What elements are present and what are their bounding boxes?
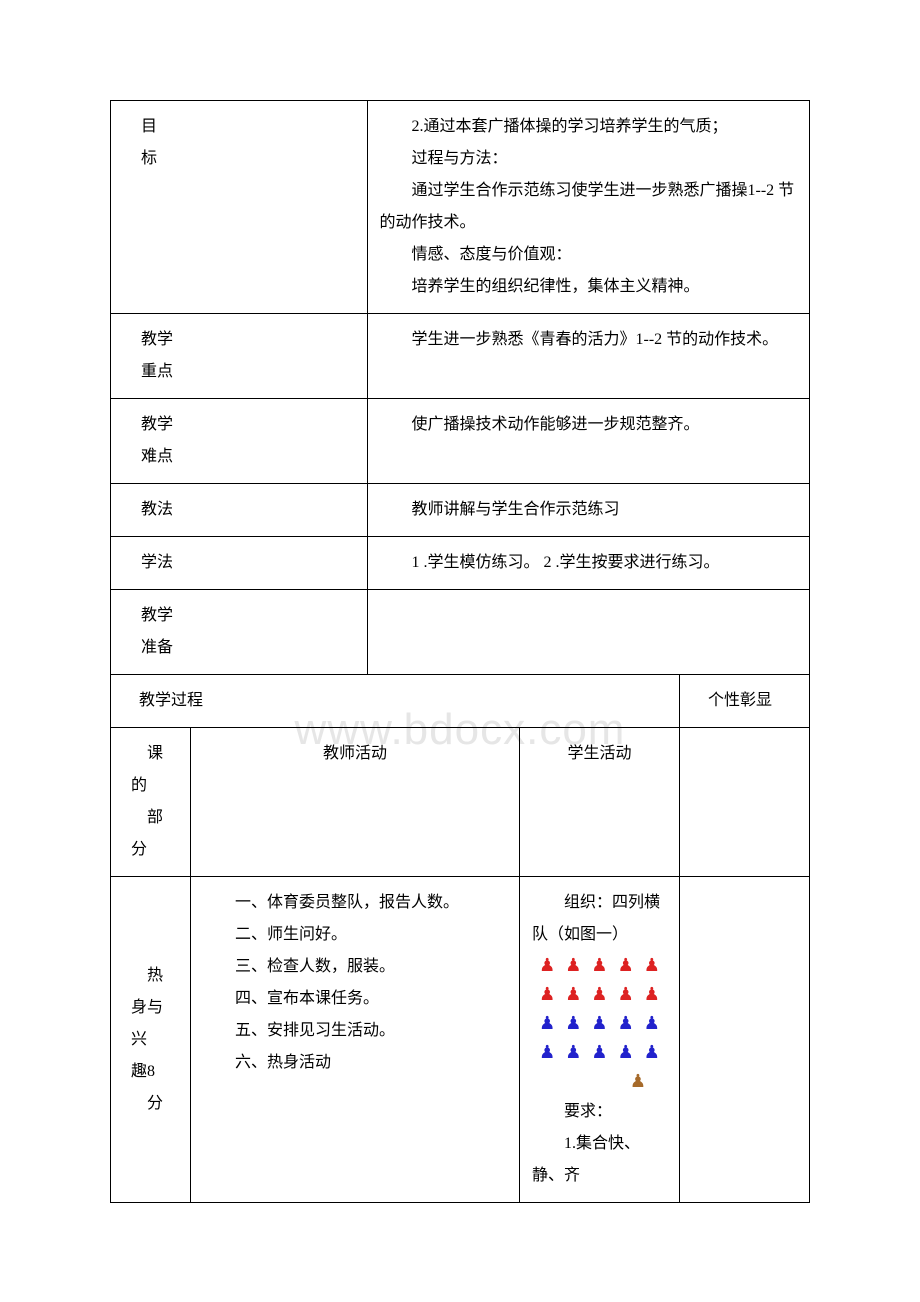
person-icon: ♟ [644,1010,660,1037]
difficulty-content-cell: 使广播操技术动作能够进一步规范整齐。 [367,399,809,484]
difficulty-label-2: 难点 [141,441,355,473]
warmup-teacher-2: 二、师生问好。 [203,919,507,951]
goals-line-3: 通过学生合作示范练习使学生进一步熟悉广播操1--2 节的动作技术。 [380,175,797,239]
learnmethod-content: 1 .学生模仿练习。 2 .学生按要求进行练习。 [380,547,797,579]
person-icon: ♟ [565,952,581,979]
process-header-left: 教学过程 [111,675,680,728]
warmup-teacher-6: 六、热身活动 [203,1047,507,1079]
warmup-teacher-3: 三、检查人数，服装。 [203,951,507,983]
warmup-teacher-1: 一、体育委员整队，报告人数。 [203,887,507,919]
formation-row-1: ♟ ♟ ♟ ♟ ♟ [532,951,667,980]
goals-label-1: 目 [141,111,355,143]
person-icon: ♟ [644,981,660,1008]
keypoint-content: 学生进一步熟悉《青春的活力》1--2 节的动作技术。 [380,324,797,356]
person-icon: ♟ [565,1010,581,1037]
difficulty-content: 使广播操技术动作能够进一步规范整齐。 [380,409,797,441]
part-label-3: 部 [131,802,178,834]
part-label-2: 的 [131,770,178,802]
formation-diagram: ♟ ♟ ♟ ♟ ♟ ♟ ♟ ♟ ♟ ♟ ♟ ♟ ♟ ♟ [532,951,667,1096]
person-icon: ♟ [565,1039,581,1066]
keypoint-content-cell: 学生进一步熟悉《青春的活力》1--2 节的动作技术。 [367,314,809,399]
goals-content-cell: 2.通过本套广播体操的学习培养学生的气质； 过程与方法： 通过学生合作示范练习使… [367,101,809,314]
person-icon: ♟ [618,1039,634,1066]
personality-column-header [680,728,810,877]
teacher-person-icon: ♟ [630,1068,646,1095]
warmup-req-label: 要求： [532,1096,667,1128]
warmup-label-1: 热 [131,960,178,992]
warmup-student-cell: 组织：四列横队（如图一） ♟ ♟ ♟ ♟ ♟ ♟ ♟ ♟ ♟ ♟ ♟ [520,877,680,1203]
warmup-label-4: 分 [131,1088,178,1120]
formation-row-2: ♟ ♟ ♟ ♟ ♟ [532,980,667,1009]
process-header-right: 个性彰显 [680,675,810,728]
keypoint-label-cell: 教学 重点 [111,314,368,399]
person-icon: ♟ [644,1039,660,1066]
goals-line-2: 过程与方法： [380,143,797,175]
goals-label-cell: 目 标 [111,101,368,314]
person-icon: ♟ [565,981,581,1008]
teachmethod-content: 教师讲解与学生合作示范练习 [380,494,797,526]
student-column-header: 学生活动 [520,728,680,877]
part-label-4: 分 [131,834,178,866]
person-icon: ♟ [591,1010,607,1037]
formation-row-4: ♟ ♟ ♟ ♟ ♟ [532,1038,667,1067]
preparation-label-cell: 教学 准备 [111,590,368,675]
warmup-teacher-5: 五、安排见习生活动。 [203,1015,507,1047]
warmup-req-1: 1.集合快、静、齐 [532,1128,667,1192]
person-icon: ♟ [618,981,634,1008]
person-icon: ♟ [591,952,607,979]
person-icon: ♟ [539,952,555,979]
person-icon: ♟ [618,952,634,979]
difficulty-label-1: 教学 [141,409,355,441]
process-header-left-text: 教学过程 [139,692,203,709]
process-header-right-text: 个性彰显 [708,692,772,709]
teachmethod-label-cell: 教法 [111,484,368,537]
difficulty-label-cell: 教学 难点 [111,399,368,484]
preparation-content-cell [367,590,809,675]
preparation-label-1: 教学 [141,600,355,632]
person-icon: ♟ [618,1010,634,1037]
teacher-column-header: 教师活动 [191,728,520,877]
formation-row-3: ♟ ♟ ♟ ♟ ♟ [532,1009,667,1038]
person-icon: ♟ [539,981,555,1008]
warmup-label-cell: 热 身与兴 趣8 分 [111,877,191,1203]
warmup-teacher-cell: 一、体育委员整队，报告人数。 二、师生问好。 三、检查人数，服装。 四、宣布本课… [191,877,520,1203]
teacher-column-header-text: 教师活动 [323,745,387,762]
goals-line-4: 情感、态度与价值观： [380,239,797,271]
person-icon: ♟ [591,981,607,1008]
lesson-plan-table: 目 标 2.通过本套广播体操的学习培养学生的气质； 过程与方法： 通过学生合作示… [110,100,810,1203]
warmup-label-3: 趣8 [131,1056,178,1088]
warmup-personality-cell [680,877,810,1203]
part-label-1: 课 [131,738,178,770]
student-column-header-text: 学生活动 [567,745,631,762]
part-column-header: 课 的 部 分 [111,728,191,877]
learnmethod-label: 学法 [141,547,355,579]
warmup-teacher-4: 四、宣布本课任务。 [203,983,507,1015]
keypoint-label-1: 教学 [141,324,355,356]
formation-teacher-row: ♟ [532,1067,667,1096]
person-icon: ♟ [644,952,660,979]
teachmethod-label: 教法 [141,494,355,526]
learnmethod-content-cell: 1 .学生模仿练习。 2 .学生按要求进行练习。 [367,537,809,590]
warmup-label-2: 身与兴 [131,992,178,1056]
learnmethod-label-cell: 学法 [111,537,368,590]
preparation-label-2: 准备 [141,632,355,664]
goals-line-1: 2.通过本套广播体操的学习培养学生的气质； [380,111,797,143]
keypoint-label-2: 重点 [141,356,355,388]
goals-line-5: 培养学生的组织纪律性，集体主义精神。 [380,271,797,303]
teachmethod-content-cell: 教师讲解与学生合作示范练习 [367,484,809,537]
person-icon: ♟ [591,1039,607,1066]
person-icon: ♟ [539,1039,555,1066]
goals-label-2: 标 [141,143,355,175]
person-icon: ♟ [539,1010,555,1037]
warmup-student-org: 组织：四列横队（如图一） [532,887,667,951]
